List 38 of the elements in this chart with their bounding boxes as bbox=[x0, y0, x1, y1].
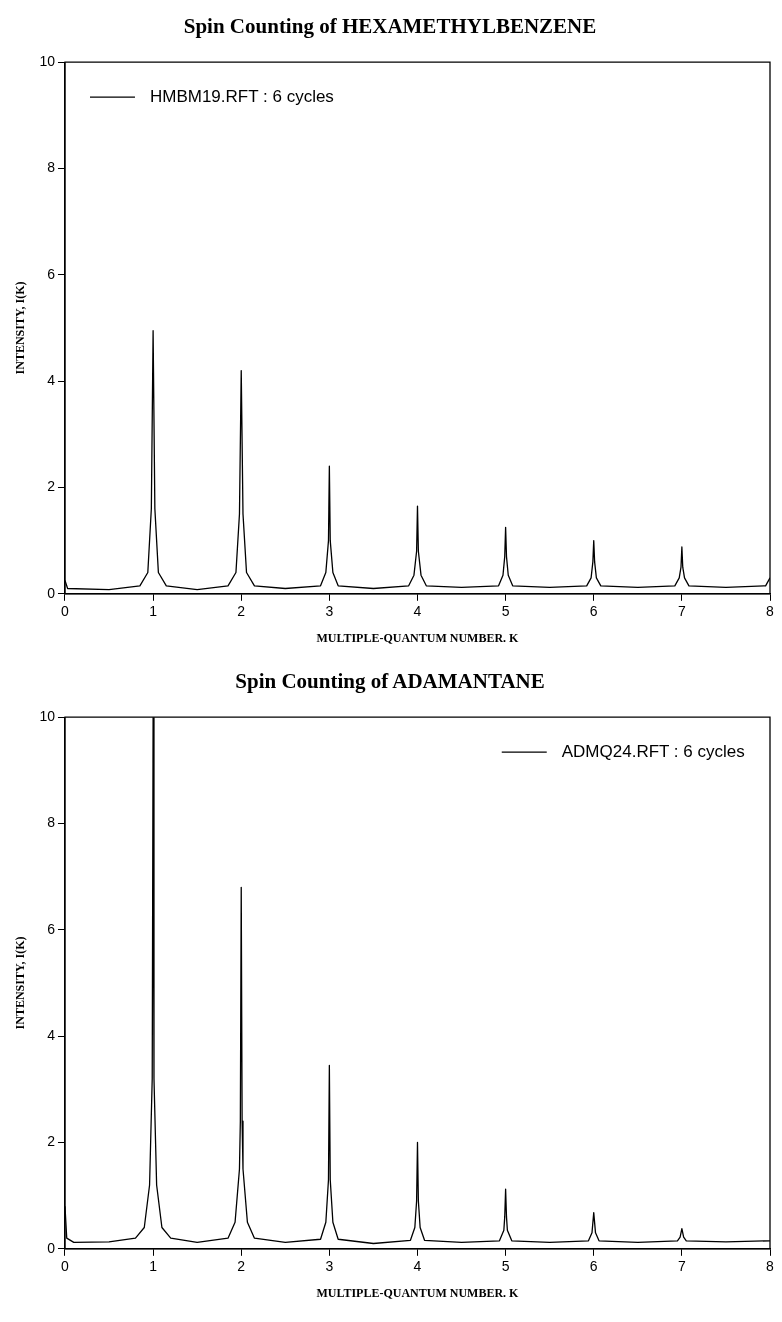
x-axis-title: MULTIPLE-QUANTUM NUMBER. K bbox=[316, 1285, 520, 1300]
x-tick-label: 4 bbox=[413, 603, 422, 620]
x-tick-label: 1 bbox=[149, 603, 158, 620]
y-tick-label: 10 bbox=[39, 53, 56, 70]
x-tick-label: 6 bbox=[589, 603, 598, 620]
x-tick-label: 1 bbox=[149, 1258, 158, 1275]
x-tick-label: 7 bbox=[677, 1258, 686, 1275]
x-tick-label: 0 bbox=[61, 603, 70, 620]
y-tick-label: 0 bbox=[47, 584, 56, 601]
x-tick-label: 0 bbox=[61, 1258, 70, 1275]
y-tick-label: 8 bbox=[47, 159, 56, 176]
x-tick-label: 4 bbox=[413, 1258, 422, 1275]
x-tick-label: 3 bbox=[325, 603, 334, 620]
y-tick-label: 10 bbox=[39, 708, 56, 725]
y-tick-label: 2 bbox=[47, 478, 56, 495]
chart-title: Spin Counting of HEXAMETHYLBENZENE bbox=[183, 14, 597, 39]
y-tick-label: 4 bbox=[47, 1027, 56, 1044]
x-tick-label: 3 bbox=[325, 1258, 334, 1275]
y-axis-title: INTENSITY, I(K) bbox=[13, 281, 28, 375]
x-tick-label: 6 bbox=[589, 1258, 598, 1275]
y-tick-label: 6 bbox=[47, 265, 56, 282]
x-tick-label: 2 bbox=[237, 1258, 246, 1275]
y-tick-label: 4 bbox=[47, 372, 56, 389]
x-tick-label: 5 bbox=[501, 603, 510, 620]
y-tick-label: 6 bbox=[47, 920, 56, 937]
legend-label: ADMQ24.RFT : 6 cycles bbox=[561, 741, 745, 761]
y-tick-label: 2 bbox=[47, 1133, 56, 1150]
x-tick-label: 8 bbox=[766, 603, 775, 620]
y-tick-label: 8 bbox=[47, 814, 56, 831]
x-tick-label: 8 bbox=[766, 1258, 775, 1275]
x-tick-label: 2 bbox=[237, 603, 246, 620]
x-tick-label: 7 bbox=[677, 603, 686, 620]
x-axis-title: MULTIPLE-QUANTUM NUMBER. K bbox=[316, 630, 520, 645]
y-tick-label: 0 bbox=[47, 1239, 56, 1256]
legend-label: HMBM19.RFT : 6 cycles bbox=[149, 86, 334, 106]
y-axis-title: INTENSITY, I(K) bbox=[13, 936, 28, 1030]
chart-title: Spin Counting of ADAMANTANE bbox=[235, 669, 545, 694]
x-tick-label: 5 bbox=[501, 1258, 510, 1275]
